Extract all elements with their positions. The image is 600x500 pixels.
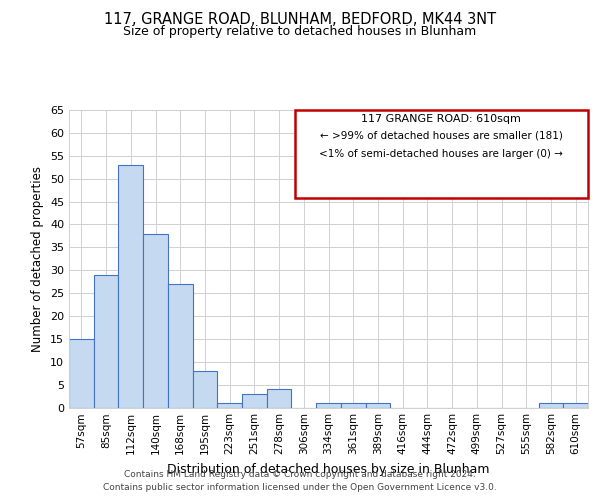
Text: 117, GRANGE ROAD, BLUNHAM, BEDFORD, MK44 3NT: 117, GRANGE ROAD, BLUNHAM, BEDFORD, MK44… <box>104 12 496 28</box>
Y-axis label: Number of detached properties: Number of detached properties <box>31 166 44 352</box>
Bar <box>168 284 193 408</box>
Bar <box>267 389 292 407</box>
Bar <box>193 371 217 408</box>
Bar <box>539 403 563 407</box>
Text: <1% of semi-detached houses are larger (0) →: <1% of semi-detached houses are larger (… <box>319 148 563 158</box>
X-axis label: Distribution of detached houses by size in Blunham: Distribution of detached houses by size … <box>167 463 490 476</box>
Text: ← >99% of detached houses are smaller (181): ← >99% of detached houses are smaller (1… <box>320 131 563 141</box>
Text: Size of property relative to detached houses in Blunham: Size of property relative to detached ho… <box>124 25 476 38</box>
Bar <box>242 394 267 407</box>
Bar <box>217 403 242 407</box>
Text: 117 GRANGE ROAD: 610sqm: 117 GRANGE ROAD: 610sqm <box>361 114 521 124</box>
Text: Contains public sector information licensed under the Open Government Licence v3: Contains public sector information licen… <box>103 482 497 492</box>
Bar <box>94 275 118 407</box>
Bar <box>563 403 588 407</box>
Bar <box>365 403 390 407</box>
Text: Contains HM Land Registry data © Crown copyright and database right 2024.: Contains HM Land Registry data © Crown c… <box>124 470 476 479</box>
Bar <box>69 339 94 407</box>
Bar <box>118 165 143 408</box>
Bar <box>341 403 365 407</box>
Bar <box>143 234 168 408</box>
FancyBboxPatch shape <box>295 110 588 198</box>
Bar <box>316 403 341 407</box>
